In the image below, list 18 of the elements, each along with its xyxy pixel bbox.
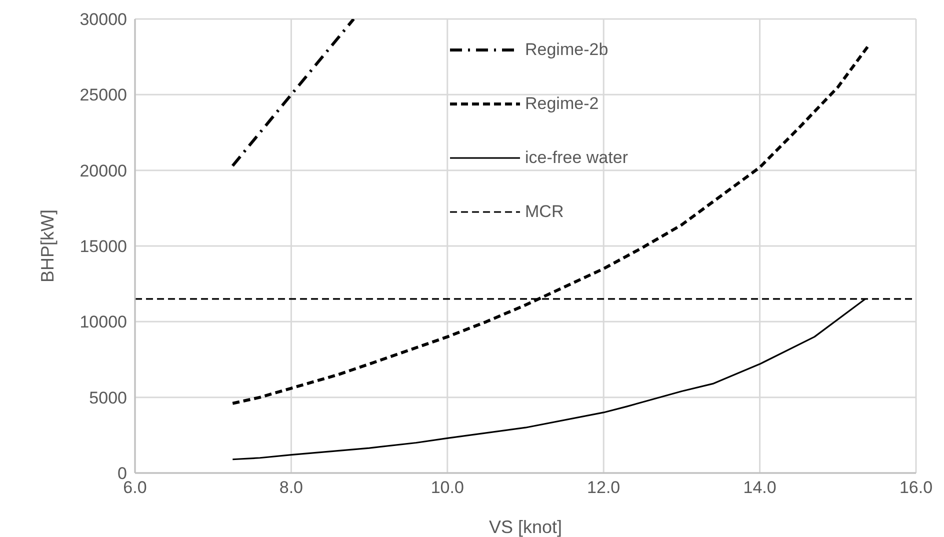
x-tick-label: 16.0	[899, 478, 933, 498]
y-tick-label: 20000	[80, 161, 127, 180]
legend-label: ice-free water	[525, 148, 628, 168]
x-tick-label: 6.0	[123, 478, 147, 498]
legend-label: Regime-2	[525, 94, 599, 114]
y-tick-label: 5000	[89, 388, 127, 408]
legend-label: Regime-2b	[525, 40, 608, 60]
y-tick-label: 15000	[80, 237, 127, 256]
legend-label: MCR	[525, 202, 564, 222]
x-tick-label: 14.0	[743, 478, 776, 498]
x-tick-label: 8.0	[279, 478, 304, 498]
x-tick-label: 12.0	[587, 478, 620, 498]
y-tick-label: 30000	[80, 10, 127, 30]
x-axis-title: VS [knot]	[488, 517, 562, 537]
y-tick-label: 25000	[80, 86, 127, 105]
x-tick-label: 10.0	[430, 478, 464, 498]
y-axis-title: BHP[kW]	[37, 209, 58, 283]
y-tick-label: 10000	[80, 312, 127, 332]
